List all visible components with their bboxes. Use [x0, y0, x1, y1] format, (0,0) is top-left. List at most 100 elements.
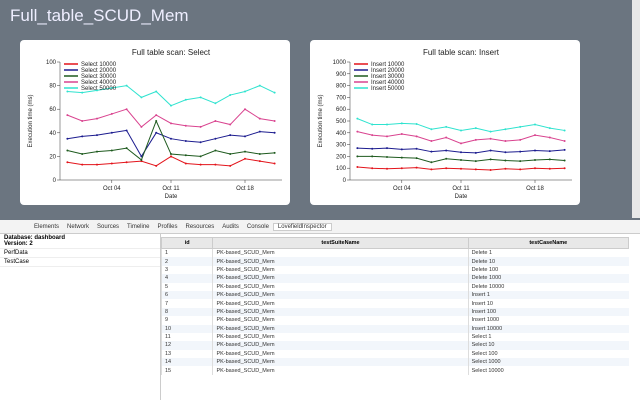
point	[563, 140, 566, 143]
point	[66, 90, 69, 93]
table-row[interactable]: 12 PK-based_SCUD_Mem Select 10	[160, 341, 629, 350]
point	[66, 161, 69, 164]
table-row[interactable]: 3 PK-based_SCUD_Mem Delete 100	[160, 265, 629, 275]
point	[460, 158, 462, 161]
point	[474, 151, 477, 154]
point	[460, 167, 462, 170]
point	[371, 147, 374, 150]
point	[96, 150, 98, 153]
table-cell: Insert 10	[467, 299, 629, 308]
point	[258, 117, 261, 120]
point	[273, 131, 276, 134]
devtools-tab[interactable]: Console	[246, 223, 269, 230]
table-row[interactable]: 11 PK-based_SCUD_Mem Select 1	[160, 332, 629, 342]
x-tick-label: Oct 04	[103, 186, 121, 192]
point	[184, 98, 187, 101]
table-row[interactable]: 6 PK-based_SCUD_Mem Insert 1	[160, 290, 629, 300]
point	[244, 108, 246, 111]
point	[110, 162, 113, 165]
point	[244, 90, 246, 93]
point	[170, 153, 172, 156]
table-row[interactable]: 2 PK-based_SCUD_Mem Delete 10	[160, 257, 629, 266]
report: Full_table_SCUD_Mem Full table scan: Sel…	[10, 6, 580, 205]
table-row[interactable]: 10 PK-based_SCUD_Mem Insert 10000	[160, 324, 629, 333]
point	[155, 131, 158, 134]
point	[125, 129, 128, 132]
point	[170, 137, 172, 140]
series-line	[67, 155, 275, 167]
devtools-tab[interactable]: Audits	[222, 223, 239, 230]
table-cell: PK-based_SCUD_Mem	[212, 324, 469, 333]
table-cell: PK-based_SCUD_Mem	[212, 358, 469, 367]
table-row[interactable]: 15 PK-based_SCUD_Mem Select 10000	[160, 366, 629, 375]
table-cell: 13	[160, 349, 213, 359]
table-cell: Select 10000	[467, 366, 629, 375]
table-cell: Insert 10000	[467, 324, 629, 333]
point	[519, 150, 522, 153]
column-header[interactable]: testCaseName	[467, 237, 630, 249]
point	[184, 154, 187, 157]
point	[386, 147, 388, 150]
devtools-tab[interactable]: LovefieldInspector	[272, 222, 332, 231]
legend-label: Select 50000	[81, 86, 117, 92]
column-header[interactable]: id	[160, 237, 214, 249]
point	[430, 150, 433, 153]
table-row[interactable]: 1 PK-based_SCUD_Mem Delete 1	[160, 248, 629, 258]
point	[489, 168, 492, 171]
chart-card: Full table scan: Select 0 20 40 60 80 100 Oct 0…	[20, 40, 290, 205]
point	[504, 159, 507, 162]
table-cell: Delete 100	[467, 265, 629, 275]
table-name[interactable]: PerfData	[0, 249, 160, 258]
point	[214, 163, 217, 166]
point	[474, 138, 477, 141]
point	[244, 157, 246, 160]
legend-label: Select 20000	[81, 68, 117, 74]
table-row[interactable]: 5 PK-based_SCUD_Mem Delete 10000	[160, 282, 629, 291]
point	[563, 129, 566, 132]
devtools-tab[interactable]: Elements	[34, 223, 60, 230]
series-line	[67, 129, 275, 158]
point	[229, 164, 232, 167]
table-row[interactable]: 14 PK-based_SCUD_Mem Select 1000	[160, 358, 629, 367]
point	[356, 166, 359, 169]
devtools-tab[interactable]: Sources	[97, 223, 120, 230]
point	[155, 120, 158, 122]
point	[214, 149, 217, 152]
devtools-tab[interactable]: Timeline	[127, 223, 150, 230]
column-header[interactable]: testSuiteName	[212, 237, 469, 249]
point	[214, 102, 217, 105]
devtools-tab[interactable]: Resources	[185, 223, 215, 230]
table-cell: Select 10	[467, 341, 629, 350]
point	[125, 161, 128, 164]
table-cell: 6	[160, 290, 213, 300]
devtools-tab[interactable]: Network	[67, 223, 90, 230]
chart-card: Full table scan: Insert 0 100 200 300 400 500 6…	[310, 40, 580, 205]
table-row[interactable]: 9 PK-based_SCUD_Mem Insert 1000	[160, 316, 629, 325]
point	[371, 155, 374, 158]
x-tick-label: Oct 11	[162, 186, 180, 192]
legend-label: Insert 30000	[371, 74, 405, 80]
y-tick-label: 0	[343, 178, 347, 184]
table-name[interactable]: TestCase	[0, 258, 160, 267]
table-row[interactable]: 4 PK-based_SCUD_Mem Delete 1000	[160, 274, 629, 283]
table-row[interactable]: 13 PK-based_SCUD_Mem Select 100	[160, 349, 629, 359]
point	[155, 164, 158, 167]
table-cell: Insert 1000	[467, 316, 629, 325]
point	[356, 117, 359, 120]
point	[81, 163, 84, 166]
table-row[interactable]: 8 PK-based_SCUD_Mem Insert 100	[160, 307, 629, 317]
y-tick-label: 20	[49, 154, 56, 160]
point	[140, 125, 143, 128]
point	[170, 122, 172, 125]
table-cell: PK-based_SCUD_Mem	[212, 257, 469, 266]
scrollbar[interactable]	[632, 0, 640, 218]
table-cell: PK-based_SCUD_Mem	[212, 332, 469, 342]
point	[258, 153, 261, 156]
table-row[interactable]: 7 PK-based_SCUD_Mem Insert 10	[160, 299, 629, 308]
point	[244, 150, 246, 153]
point	[199, 96, 202, 99]
point	[415, 147, 418, 150]
devtools-tab[interactable]: Profiles	[157, 223, 178, 230]
point	[489, 130, 492, 133]
